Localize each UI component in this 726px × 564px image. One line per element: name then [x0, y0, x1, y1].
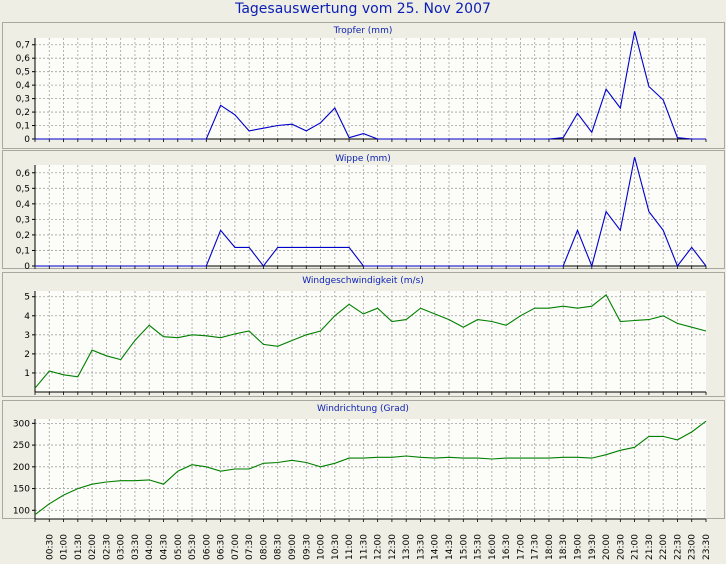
- x-tick-label: 07:30: [245, 534, 255, 560]
- x-tick-label: 22:00: [659, 534, 669, 560]
- y-tick-label: 300: [13, 419, 30, 429]
- y-tick-label: 3: [24, 331, 30, 341]
- y-tick-label: 0,5: [16, 184, 30, 194]
- x-tick-label: 12:30: [388, 534, 398, 560]
- y-tick-label: 0,6: [16, 54, 31, 64]
- y-tick-label: 0,1: [16, 122, 30, 132]
- y-tick-label: 200: [13, 463, 30, 473]
- y-tick-label: 1: [24, 369, 30, 379]
- x-tick-label: 02:00: [88, 534, 98, 560]
- x-tick-label: 09:30: [302, 534, 312, 560]
- y-tick-label: 2: [24, 350, 30, 360]
- y-tick-label: 0,2: [16, 231, 30, 241]
- x-tick-label: 20:30: [616, 534, 626, 560]
- chart-panel-4: Windrichtung (Grad) 100 150 200 250 300: [2, 400, 725, 522]
- x-tick-label: 05:00: [174, 534, 184, 560]
- x-tick-label: 05:30: [188, 534, 198, 560]
- x-tick-label: 14:00: [431, 534, 441, 560]
- x-tick-label: 21:00: [631, 534, 641, 560]
- x-tick-label: 07:00: [231, 534, 241, 560]
- x-tick-label: 18:30: [559, 534, 569, 560]
- x-tick-label: 16:30: [502, 534, 512, 560]
- plot-area: [35, 165, 706, 266]
- series-line: [34, 420, 707, 516]
- y-tick-label: 0,4: [16, 81, 31, 91]
- chart-panel-2: Wippe (mm) 0 0,1 0,2 0,3 0,4 0,5 0,6: [2, 150, 725, 272]
- y-tick-label: 0: [24, 262, 30, 272]
- y-tick-label: 250: [13, 441, 30, 451]
- y-tick-label: 0,2: [16, 108, 30, 118]
- x-tick-label: 20:00: [602, 534, 612, 560]
- x-tick-label: 11:30: [359, 534, 369, 560]
- series-line: [35, 157, 707, 268]
- plot-area: [35, 291, 706, 392]
- x-tick-label: 06:00: [202, 534, 212, 560]
- x-tick-label: 01:30: [74, 534, 84, 560]
- x-tick-label: 17:30: [531, 534, 541, 560]
- x-tick-label: 12:00: [374, 534, 384, 560]
- x-tick-label: 04:00: [145, 534, 155, 560]
- x-tick-label: 22:30: [673, 534, 683, 560]
- y-tick-label: 0,6: [16, 169, 31, 179]
- panel-frame: [2, 272, 725, 397]
- y-tick-label: 0,4: [16, 200, 31, 210]
- x-tick-label: 13:30: [416, 534, 426, 560]
- series-line: [34, 293, 707, 389]
- y-tick-label: 0,5: [16, 68, 30, 78]
- x-tick-label: 18:00: [545, 534, 555, 560]
- y-tick-label: 0: [24, 135, 30, 145]
- x-tick-label: 19:00: [574, 534, 584, 560]
- chart-panel-3: Windgeschwindigkeit (m/s) 1 2 3 4 5: [2, 272, 725, 397]
- y-tick-label: 0,3: [16, 215, 30, 225]
- x-tick-label: 00:30: [45, 534, 55, 560]
- chart-panel-1: Tropfer (mm) 0 0,1 0,2 0,3 0,4 0,5 0,6 0,7: [2, 22, 725, 149]
- x-tick-label: 03:30: [131, 534, 141, 560]
- x-tick-label: 14:30: [445, 534, 455, 560]
- x-tick-label: 17:00: [516, 534, 526, 560]
- x-tick-label: 15:00: [459, 534, 469, 560]
- x-tick-label: 15:30: [474, 534, 484, 560]
- x-tick-label: 10:30: [331, 534, 341, 560]
- x-tick-label: 08:30: [274, 534, 284, 560]
- plot-area: [35, 38, 706, 139]
- plot-area: [35, 419, 706, 519]
- x-tick-label: 01:00: [60, 534, 70, 560]
- chart-title: Windgeschwindigkeit (m/s): [302, 276, 424, 286]
- y-tick-label: 150: [13, 485, 30, 495]
- x-tick-label: 04:30: [159, 534, 169, 560]
- x-tick-label: 23:30: [702, 534, 712, 560]
- y-tick-label: 0,1: [16, 246, 30, 256]
- chart-title: Windrichtung (Grad): [317, 404, 409, 414]
- x-tick-label: 23:00: [688, 534, 698, 560]
- x-tick-label: 11:00: [345, 534, 355, 560]
- x-tick-label: 16:00: [488, 534, 498, 560]
- x-tick-label: 10:00: [317, 534, 327, 560]
- x-tick-label: 13:00: [402, 534, 412, 560]
- x-tick-label: 06:30: [217, 534, 227, 560]
- y-tick-label: 5: [24, 293, 30, 303]
- x-tick-label: 21:30: [645, 534, 655, 560]
- x-tick-label: 19:30: [588, 534, 598, 560]
- x-tick-label: 02:30: [102, 534, 112, 560]
- y-tick-label: 100: [13, 506, 30, 516]
- chart-title: Wippe (mm): [335, 154, 391, 164]
- chart-title: Tropfer (mm): [333, 26, 393, 36]
- x-tick-label: 09:00: [288, 534, 298, 560]
- y-tick-label: 0,7: [16, 41, 30, 51]
- x-tick-label: 03:00: [117, 534, 127, 560]
- y-tick-label: 0,3: [16, 95, 30, 105]
- series-line: [35, 31, 706, 140]
- main-title: Tagesauswertung vom 25. Nov 2007: [235, 1, 491, 17]
- panel-frame: [2, 22, 725, 149]
- x-tick-label: 08:00: [259, 534, 269, 560]
- y-tick-label: 4: [24, 312, 30, 322]
